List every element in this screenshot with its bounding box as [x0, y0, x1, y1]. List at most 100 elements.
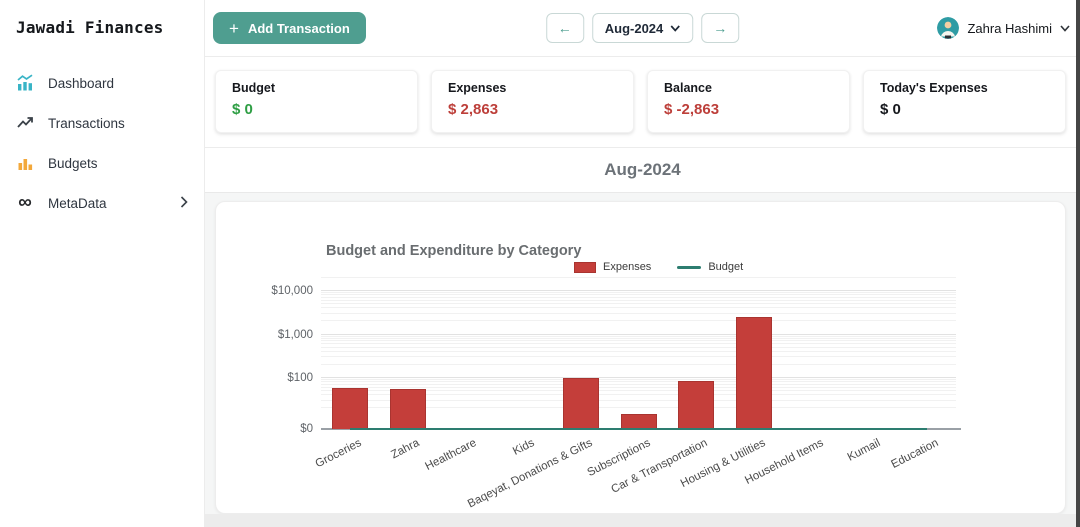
- minor-gridline: [321, 350, 956, 352]
- meta-infinity-icon: ∞: [18, 192, 32, 213]
- section-month-title: Aug-2024: [604, 160, 681, 179]
- minor-gridline: [321, 312, 956, 314]
- minor-gridline: [321, 356, 956, 358]
- chart-card: Budget and Expenditure by Category Expen…: [215, 201, 1066, 514]
- card-value: $ 0: [880, 101, 901, 118]
- chart-bar: [735, 316, 772, 429]
- legend-item-expenses[interactable]: Expenses: [574, 261, 651, 273]
- minor-gridline: [321, 299, 956, 301]
- card-value: $ 2,863: [448, 101, 499, 118]
- prev-month-button[interactable]: ←: [545, 13, 584, 43]
- sidebar-item-label: Budgets: [48, 155, 98, 171]
- chart-bar: [389, 389, 426, 429]
- card-value: $ 0: [232, 101, 253, 118]
- user-name: Zahra Hashimi: [967, 20, 1052, 36]
- divider: [205, 147, 1080, 148]
- card-label: Today's Expenses: [880, 81, 988, 95]
- budget-bars-icon: [16, 154, 34, 172]
- y-axis-tick: $0: [300, 423, 313, 435]
- add-transaction-label: Add Transaction: [247, 20, 350, 36]
- y-axis-tick: $100: [287, 372, 313, 384]
- scrollbar[interactable]: [1076, 0, 1080, 527]
- chart-bar: [678, 381, 715, 429]
- avatar: [937, 17, 960, 39]
- card-label: Budget: [232, 81, 276, 95]
- minor-gridline: [321, 294, 956, 296]
- month-navigation: ← Aug-2024 →: [545, 13, 740, 43]
- minor-gridline: [321, 346, 956, 348]
- plus-icon: +: [229, 18, 239, 38]
- minor-gridline: [321, 390, 956, 392]
- budget-line: [349, 427, 928, 430]
- minor-gridline: [321, 399, 956, 401]
- arrow-right-icon: →: [713, 20, 728, 36]
- chart-bar: [562, 378, 599, 429]
- chart-bar: [331, 387, 368, 429]
- card-value: $ -2,863: [664, 101, 720, 118]
- minor-gridline: [321, 292, 956, 293]
- sidebar-item-label: Transactions: [48, 115, 125, 131]
- divider: [205, 192, 1080, 193]
- month-selector-label: Aug-2024: [604, 20, 664, 36]
- legend-label: Expenses: [603, 261, 652, 273]
- minor-gridline: [321, 307, 956, 309]
- chart-bar: [620, 413, 657, 429]
- topbar: + Add Transaction ← Aug-2024 → Zahra Has…: [205, 0, 1080, 57]
- minor-gridline: [321, 335, 956, 337]
- trending-up-icon: [16, 114, 34, 132]
- section-bottom-strip: [205, 514, 1080, 527]
- chevron-right-icon: [180, 195, 188, 211]
- todays-expenses-card: Today's Expenses $ 0: [863, 70, 1066, 133]
- chart-title: Budget and Expenditure by Category: [326, 243, 582, 259]
- minor-gridline: [321, 383, 956, 385]
- legend-item-budget[interactable]: Budget: [677, 261, 743, 273]
- minor-gridline: [321, 276, 956, 278]
- chevron-down-icon: [1060, 24, 1070, 32]
- minor-gridline: [321, 340, 956, 342]
- sidebar-item-dashboard[interactable]: Dashboard: [0, 63, 204, 103]
- sidebar: Jawadi Finances Dashboard Transactions B…: [0, 0, 205, 527]
- minor-gridline: [321, 386, 956, 388]
- expenses-card: Expenses $ 2,863: [431, 70, 634, 133]
- summary-cards: Budget $ 0 Expenses $ 2,863 Balance $ -2…: [205, 57, 1080, 147]
- sidebar-nav: Dashboard Transactions Budgets ∞ MetaDat…: [0, 63, 204, 223]
- chevron-down-icon: [670, 24, 680, 32]
- budget-card: Budget $ 0: [215, 70, 418, 133]
- card-label: Expenses: [448, 81, 507, 95]
- balance-card: Balance $ -2,863: [647, 70, 850, 133]
- chart-legend: Expenses Budget: [574, 261, 743, 273]
- y-axis-tick: $10,000: [271, 285, 313, 297]
- minor-gridline: [321, 381, 956, 383]
- sidebar-item-label: MetaData: [48, 195, 107, 211]
- next-month-button[interactable]: →: [701, 13, 740, 43]
- major-gridline: [321, 377, 956, 378]
- minor-gridline: [321, 343, 956, 345]
- legend-label: Budget: [708, 261, 744, 273]
- add-transaction-button[interactable]: + Add Transaction: [213, 12, 366, 44]
- minor-gridline: [321, 363, 956, 365]
- sidebar-item-label: Dashboard: [48, 75, 115, 91]
- sidebar-item-transactions[interactable]: Transactions: [0, 103, 204, 143]
- minor-gridline: [321, 303, 956, 305]
- arrow-left-icon: ←: [557, 20, 572, 36]
- y-axis-tick: $1,000: [277, 328, 313, 341]
- minor-gridline: [321, 407, 956, 409]
- sidebar-item-metadata[interactable]: ∞ MetaData: [0, 183, 204, 223]
- minor-gridline: [321, 379, 956, 380]
- minor-gridline: [321, 296, 956, 298]
- expenses-swatch-icon: [574, 261, 596, 273]
- minor-gridline: [321, 394, 956, 396]
- card-label: Balance: [664, 81, 712, 95]
- major-gridline: [321, 290, 956, 291]
- dashboard-chart-icon: [16, 74, 34, 92]
- month-selector[interactable]: Aug-2024: [591, 13, 694, 43]
- minor-gridline: [321, 337, 956, 339]
- minor-gridline: [321, 320, 956, 322]
- chart-plot: $0 $100 $1,000 $10,000 Groceries Zahra Healthc…: [271, 276, 961, 510]
- sidebar-item-budgets[interactable]: Budgets: [0, 143, 204, 183]
- chart-section: Budget and Expenditure by Category Expen…: [205, 193, 1080, 527]
- user-menu[interactable]: Zahra Hashimi: [937, 17, 1070, 39]
- app-title: Jawadi Finances: [16, 18, 164, 37]
- month-title-band: Aug-2024: [205, 148, 1080, 192]
